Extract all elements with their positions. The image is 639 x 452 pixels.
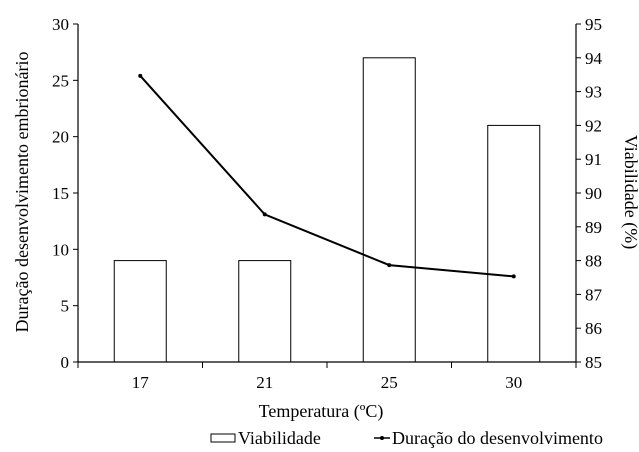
x-tick-label: 30 bbox=[505, 373, 522, 392]
left-tick-label: 20 bbox=[52, 128, 69, 147]
left-tick-label: 15 bbox=[52, 184, 69, 203]
left-axis-title: Duração desenvolvimento embrionário bbox=[12, 52, 32, 333]
right-tick-label: 91 bbox=[585, 150, 602, 169]
legend: Viabilidade Duração do desenvolvimento bbox=[210, 428, 603, 448]
duracao-point-30 bbox=[511, 274, 516, 279]
bar-30 bbox=[487, 124, 541, 363]
bar-21 bbox=[238, 260, 292, 363]
left-tick-label: 10 bbox=[52, 240, 69, 259]
right-tick-label: 89 bbox=[585, 218, 602, 237]
duracao-point-17 bbox=[138, 73, 143, 78]
axes bbox=[73, 23, 581, 368]
right-axis-title: Viabilidade (%) bbox=[620, 135, 639, 249]
duracao-point-25 bbox=[387, 263, 392, 268]
right-tick-label: 92 bbox=[585, 116, 602, 135]
x-tick-label: 25 bbox=[381, 373, 398, 392]
right-tick-label: 95 bbox=[585, 15, 602, 34]
right-tick-label: 88 bbox=[585, 252, 602, 271]
right-tick-label: 93 bbox=[585, 83, 602, 102]
left-tick-label: 0 bbox=[61, 353, 70, 372]
legend-label-duracao: Duração do desenvolvimento bbox=[392, 428, 603, 448]
right-tick-label: 90 bbox=[585, 184, 602, 203]
right-tick-label: 85 bbox=[585, 353, 602, 372]
bar-17 bbox=[113, 260, 167, 363]
left-tick-label: 25 bbox=[52, 71, 69, 90]
duracao-line bbox=[139, 75, 514, 278]
tick-labels: 0 5 10 15 20 25 30 85 86 87 88 89 90 91 92 93 94 95 17 21 25… bbox=[52, 15, 603, 392]
legend-swatch-viabilidade bbox=[210, 433, 236, 443]
right-tick-label: 94 bbox=[585, 49, 603, 68]
bar-25 bbox=[362, 57, 416, 363]
left-tick-label: 5 bbox=[61, 297, 70, 316]
legend-marker-duracao bbox=[380, 436, 384, 440]
x-axis-title: Temperatura (ºC) bbox=[259, 401, 384, 422]
right-tick-label: 86 bbox=[585, 319, 602, 338]
x-tick-label: 17 bbox=[132, 373, 150, 392]
x-tick-label: 21 bbox=[256, 373, 273, 392]
duracao-point-21 bbox=[262, 212, 267, 217]
bar-series-viabilidade bbox=[113, 57, 541, 363]
legend-label-viabilidade: Viabilidade bbox=[238, 428, 321, 448]
left-tick-label: 30 bbox=[52, 15, 69, 34]
line-series-duracao bbox=[138, 73, 516, 279]
right-tick-label: 87 bbox=[585, 285, 603, 304]
